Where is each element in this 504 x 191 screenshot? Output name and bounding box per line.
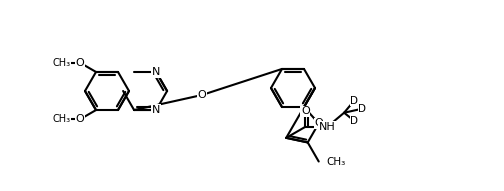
Text: CH₃: CH₃ [52, 114, 71, 124]
Text: CH₃: CH₃ [52, 58, 71, 68]
Text: O: O [198, 90, 206, 100]
Text: O: O [76, 58, 84, 68]
Text: D: D [350, 96, 358, 106]
Text: N: N [152, 105, 160, 115]
Text: O: O [301, 106, 309, 117]
Text: O: O [314, 118, 323, 128]
Text: O: O [76, 114, 84, 124]
Text: D: D [358, 104, 366, 114]
Text: CH₃: CH₃ [327, 156, 346, 167]
Text: NH: NH [319, 122, 336, 132]
Text: D: D [350, 116, 358, 126]
Text: N: N [152, 67, 160, 77]
